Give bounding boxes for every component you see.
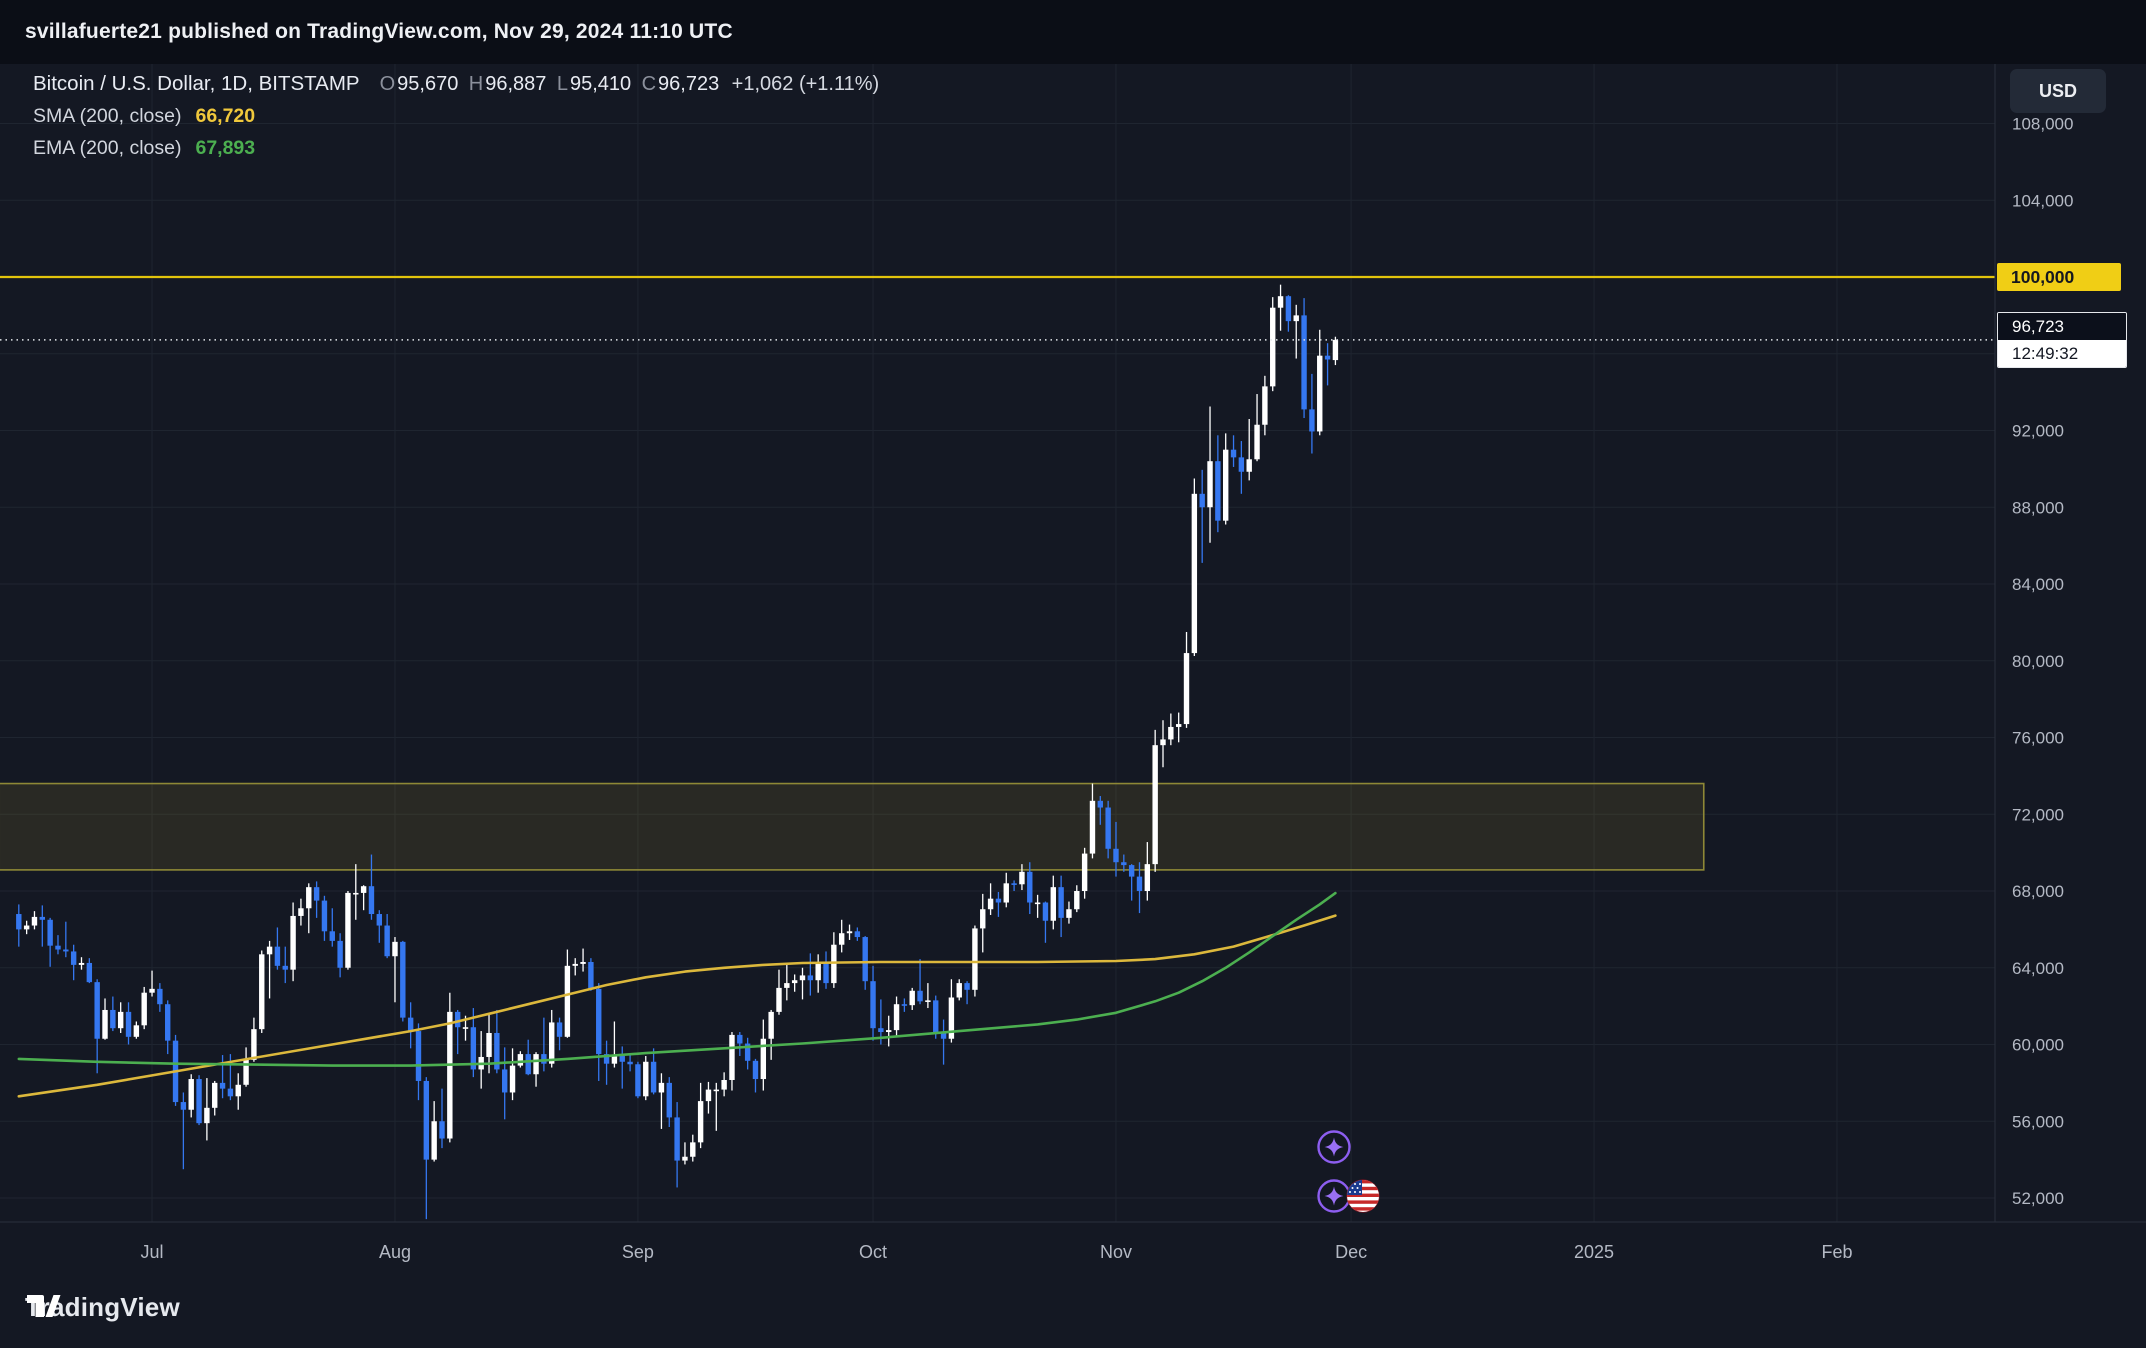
open-label: O: [379, 73, 396, 95]
ema-200-line: [17, 891, 1337, 1067]
price-scale[interactable]: 52,000 56,000 60,000 64,000 68,000 72,000 76,0…: [2012, 115, 2073, 1209]
candlestick-chart[interactable]: Jul Aug Sep Oct Nov Dec 2025 Feb 52,000 56,000 60,…: [0, 64, 2146, 1348]
publish-header: svillafuerte21 published on TradingView.…: [0, 0, 2146, 64]
price-scale-label: 52,000: [2012, 1189, 2064, 1208]
close-label: C: [641, 73, 657, 95]
price-scale-label: 104,000: [2012, 191, 2073, 210]
candles-series: [16, 284, 1339, 1220]
highlight-zone-rectangle[interactable]: [0, 782, 1705, 871]
time-axis-label: Feb: [1821, 1242, 1852, 1262]
time-axis-label: Dec: [1335, 1242, 1367, 1262]
sma-value: 66,720: [195, 105, 256, 127]
publish-text: svillafuerte21 published on TradingView.…: [25, 20, 733, 43]
time-axis-label: Sep: [622, 1242, 654, 1262]
time-axis-label: 2025: [1574, 1242, 1614, 1262]
price-scale-label: 80,000: [2012, 652, 2064, 671]
high-value: 96,887: [485, 73, 547, 95]
chart-legend: Bitcoin / U.S. Dollar, 1D, BITSTAMP O 95,…: [33, 72, 879, 160]
price-scale-label: 84,000: [2012, 575, 2064, 594]
price-scale-label: 64,000: [2012, 959, 2064, 978]
close-value: 96,723: [658, 73, 720, 95]
sparkle-event-icon-2[interactable]: [1316, 1178, 1352, 1214]
low-label: L: [556, 73, 568, 95]
sma-label: SMA (200, close): [33, 105, 182, 127]
grid-lines: [0, 64, 1995, 1222]
time-axis-label: Nov: [1100, 1242, 1132, 1262]
sma-200-line: [17, 914, 1337, 1098]
time-axis-label: Oct: [859, 1242, 887, 1262]
last-price-value: 96,723: [1998, 313, 2126, 340]
price-scale-label: 68,000: [2012, 882, 2064, 901]
last-price-badge: 96,723 12:49:32: [1997, 312, 2127, 368]
us-flag-event-icon[interactable]: [1345, 1178, 1381, 1214]
time-axis[interactable]: Jul Aug Sep Oct Nov Dec 2025 Feb: [140, 1242, 1852, 1262]
tradingview-logo-icon: [27, 1295, 61, 1317]
time-axis-label: Aug: [379, 1242, 411, 1262]
bar-countdown-timer: 12:49:32: [1998, 340, 2126, 367]
sparkle-icon: [1317, 1179, 1351, 1213]
sparkle-event-icon[interactable]: [1316, 1129, 1352, 1165]
symbol-row: Bitcoin / U.S. Dollar, 1D, BITSTAMP O 95,…: [33, 72, 879, 96]
price-scale-label: 56,000: [2012, 1112, 2064, 1131]
ema-indicator-row: EMA (200, close) 67,893: [33, 137, 879, 160]
price-scale-label: 92,000: [2012, 422, 2064, 441]
tradingview-logo-link[interactable]: TradingView: [25, 1292, 180, 1323]
currency-toggle-button[interactable]: USD: [2010, 69, 2106, 113]
high-label: H: [468, 73, 484, 95]
symbol-title: Bitcoin / U.S. Dollar, 1D, BITSTAMP: [33, 72, 360, 95]
sma-indicator-row: SMA (200, close) 66,720: [33, 105, 879, 128]
change-value: +1,062 (+1.11%): [731, 73, 880, 95]
open-value: 95,670: [397, 73, 459, 95]
price-scale-label: 108,000: [2012, 115, 2073, 134]
ohlc-values: O 95,670 H 96,887 L 95,410 C 96,723 +1,062 (…: [374, 73, 880, 96]
chart-panel: Jul Aug Sep Oct Nov Dec 2025 Feb 52,000 56,000 60,…: [0, 64, 2146, 1348]
sparkle-icon: [1317, 1130, 1351, 1164]
time-axis-label: Jul: [140, 1242, 163, 1262]
price-scale-label: 72,000: [2012, 805, 2064, 824]
price-level-badge-100k[interactable]: 100,000: [1997, 263, 2121, 291]
price-scale-label: 60,000: [2012, 1036, 2064, 1055]
price-scale-label: 88,000: [2012, 498, 2064, 517]
ema-label: EMA (200, close): [33, 137, 182, 159]
ema-value: 67,893: [195, 137, 256, 159]
low-value: 95,410: [569, 73, 632, 95]
us-flag-icon: [1346, 1179, 1380, 1213]
price-scale-label: 76,000: [2012, 729, 2064, 748]
